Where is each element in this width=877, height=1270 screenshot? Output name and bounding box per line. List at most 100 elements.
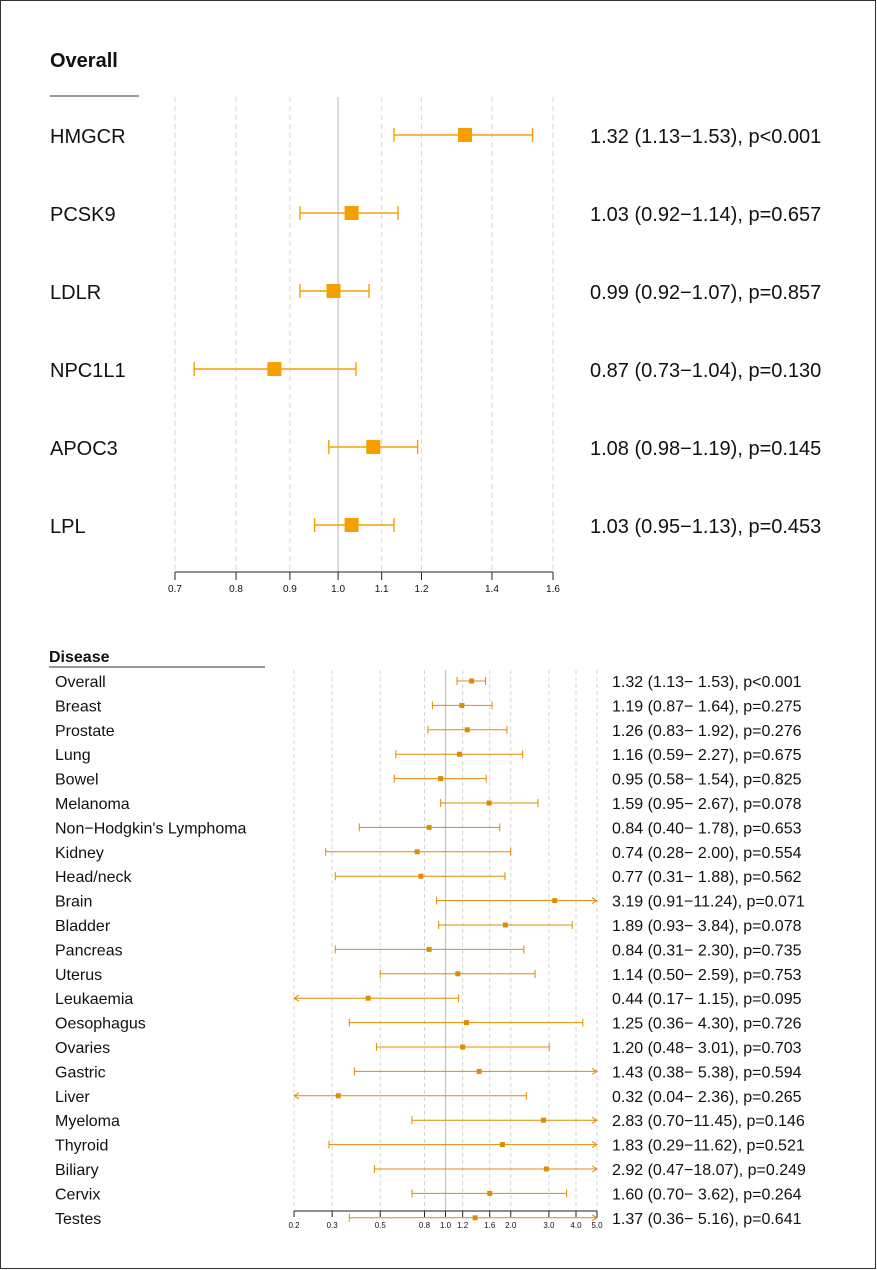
row-cervix: Cervix 1.60 (0.70− 3.62), p=0.264 [55, 1186, 802, 1203]
row-estimate-text: 1.14 (0.50− 2.59), p=0.753 [612, 967, 802, 984]
row-estimate-text: 2.83 (0.70−11.45), p=0.146 [612, 1113, 805, 1130]
tick-label: 0.8 [419, 1221, 431, 1230]
row-estimate-text: 1.19 (0.87− 1.64), p=0.275 [612, 698, 802, 715]
row-label: Bladder [55, 918, 111, 935]
point-estimate [366, 440, 381, 454]
ci-right-arrow [591, 1116, 598, 1124]
point-estimate [365, 995, 371, 1001]
point-estimate [335, 1093, 341, 1099]
tick-label: 1.6 [546, 584, 560, 595]
ci-left-arrow [293, 1092, 300, 1100]
row-estimate-text: 1.25 (0.36− 4.30), p=0.726 [612, 1016, 802, 1033]
ci-right-arrow [591, 1067, 598, 1075]
row-label: Testes [55, 1211, 101, 1228]
point-estimate [552, 898, 558, 904]
tick-label: 3.0 [543, 1221, 555, 1230]
row-thyroid: Thyroid 1.83 (0.29−11.62), p=0.521 [55, 1138, 805, 1155]
disease-x-axis: 0.2 0.3 0.5 0.8 1.0 1.2 1.6 2.0 3.0 4.0 5.0 [288, 1210, 603, 1230]
point-estimate [344, 518, 359, 532]
row-label: Gastric [55, 1064, 106, 1081]
point-estimate [267, 362, 282, 376]
row-estimate-text: 3.19 (0.91−11.24), p=0.071 [612, 894, 805, 911]
disease-rows: Overall 1.32 (1.13− 1.53), p<0.001 Breast 1… [55, 674, 806, 1228]
tick-label: 1.4 [485, 584, 499, 595]
row-ovaries: Ovaries 1.20 (0.48− 3.01), p=0.703 [55, 1040, 802, 1057]
row-estimate-text: 0.87 (0.73−1.04), p=0.130 [590, 360, 821, 382]
overall-rows: HMGCR 1.32 (1.13−1.53), p<0.001 PCSK9 1.03 … [50, 126, 821, 538]
point-estimate [486, 800, 492, 806]
row-ldlr: LDLR 0.99 (0.92−1.07), p=0.857 [50, 282, 821, 304]
point-estimate [460, 1044, 466, 1050]
tick-label: 0.9 [283, 584, 297, 595]
row-bladder: Bladder 1.89 (0.93− 3.84), p=0.078 [55, 918, 802, 935]
tick-label: 0.8 [229, 584, 243, 595]
tick-label: 0.3 [327, 1221, 339, 1230]
row-label: APOC3 [50, 438, 118, 460]
row-hmgcr: HMGCR 1.32 (1.13−1.53), p<0.001 [50, 126, 821, 148]
row-estimate-text: 1.43 (0.38− 5.38), p=0.594 [612, 1064, 802, 1081]
ci-right-arrow [591, 1141, 598, 1149]
row-breast: Breast 1.19 (0.87− 1.64), p=0.275 [55, 698, 802, 715]
row-label: Kidney [55, 845, 104, 862]
tick-label: 1.0 [440, 1221, 452, 1230]
row-pcsk9: PCSK9 1.03 (0.92−1.14), p=0.657 [50, 204, 821, 226]
row-gastric: Gastric 1.43 (0.38− 5.38), p=0.594 [55, 1064, 802, 1081]
overall-panel-title: Overall [50, 50, 118, 72]
row-npc1l1: NPC1L1 0.87 (0.73−1.04), p=0.130 [50, 360, 821, 382]
row-myeloma: Myeloma 2.83 (0.70−11.45), p=0.146 [55, 1113, 805, 1130]
row-testes: Testes 1.37 (0.36− 5.16), p=0.641 [55, 1211, 802, 1228]
row-estimate-text: 0.84 (0.31− 2.30), p=0.735 [612, 942, 802, 959]
point-estimate [344, 206, 359, 220]
row-melanoma: Melanoma 1.59 (0.95− 2.67), p=0.078 [55, 796, 802, 813]
row-estimate-text: 1.83 (0.29−11.62), p=0.521 [612, 1138, 805, 1155]
disease-panel-title: Disease [49, 649, 110, 666]
row-lpl: LPL 1.03 (0.95−1.13), p=0.453 [50, 516, 821, 538]
tick-label: 0.2 [288, 1221, 300, 1230]
row-estimate-text: 0.95 (0.58− 1.54), p=0.825 [612, 772, 802, 789]
row-label: Oesophagus [55, 1016, 146, 1033]
row-estimate-text: 0.74 (0.28− 2.00), p=0.554 [612, 845, 802, 862]
row-label: Prostate [55, 723, 115, 740]
point-estimate [414, 849, 420, 855]
row-label: Non−Hodgkin's Lymphoma [55, 820, 247, 837]
row-estimate-text: 1.03 (0.92−1.14), p=0.657 [590, 204, 821, 226]
overall-x-axis: 0.7 0.8 0.9 1.0 1.1 1.2 1.4 1.6 [168, 571, 560, 595]
point-estimate [464, 1020, 470, 1026]
tick-label: 0.7 [168, 584, 182, 595]
point-estimate [472, 1215, 478, 1221]
point-estimate [543, 1166, 549, 1172]
row-brain: Brain 3.19 (0.91−11.24), p=0.071 [55, 894, 805, 911]
tick-label: 1.0 [331, 584, 345, 595]
row-estimate-text: 1.37 (0.36− 5.16), p=0.641 [612, 1211, 802, 1228]
row-label: LPL [50, 516, 86, 538]
row-estimate-text: 0.77 (0.31− 1.88), p=0.562 [612, 869, 802, 886]
row-estimate-text: 1.20 (0.48− 3.01), p=0.703 [612, 1040, 802, 1057]
row-label: Overall [55, 674, 106, 691]
row-biliary: Biliary 2.92 (0.47−18.07), p=0.249 [55, 1162, 806, 1179]
row-label: Cervix [55, 1186, 100, 1203]
row-prostate: Prostate 1.26 (0.83− 1.92), p=0.276 [55, 723, 802, 740]
overall-forest-panel: Overall HMGCR 1.32 (1.13−1.53), p<0.001 PC… [50, 50, 821, 595]
point-estimate [487, 1190, 493, 1196]
tick-label: 1.6 [484, 1221, 496, 1230]
point-estimate [540, 1117, 546, 1123]
row-label: LDLR [50, 282, 101, 304]
row-estimate-text: 1.16 (0.59− 2.27), p=0.675 [612, 747, 802, 764]
row-label: Bowel [55, 772, 99, 789]
point-estimate [326, 284, 341, 298]
tick-label: 1.2 [457, 1221, 469, 1230]
row-label: Biliary [55, 1162, 99, 1179]
row-estimate-text: 0.32 (0.04− 2.36), p=0.265 [612, 1089, 802, 1106]
ci-right-arrow [591, 1214, 598, 1222]
row-label: PCSK9 [50, 204, 116, 226]
point-estimate [455, 971, 461, 977]
row-estimate-text: 0.84 (0.40− 1.78), p=0.653 [612, 820, 802, 837]
row-label: Breast [55, 698, 102, 715]
row-overall: Overall 1.32 (1.13− 1.53), p<0.001 [55, 674, 802, 691]
row-leukaemia: Leukaemia 0.44 (0.17− 1.15), p=0.095 [55, 991, 802, 1008]
row-estimate-text: 1.08 (0.98−1.19), p=0.145 [590, 438, 821, 460]
point-estimate [502, 922, 508, 928]
row-estimate-text: 1.32 (1.13− 1.53), p<0.001 [612, 674, 802, 691]
row-label: Uterus [55, 967, 102, 984]
